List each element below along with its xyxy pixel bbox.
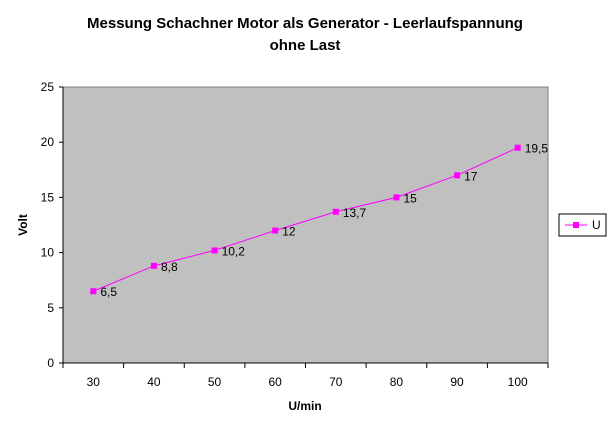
data-point [393, 194, 400, 201]
x-tick-label: 30 [87, 375, 101, 389]
data-point [150, 262, 157, 269]
x-axis: 30 40 50 60 70 80 90 100 [62, 362, 549, 389]
x-tick-label: 50 [208, 375, 222, 389]
data-label: 15 [403, 191, 417, 205]
data-label: 6,5 [100, 285, 117, 299]
y-axis-title: Volt [16, 214, 30, 236]
data-point [514, 144, 521, 151]
chart-title-line-1: Messung Schachner Motor als Generator - … [87, 15, 523, 32]
x-axis-title: U/min [288, 399, 321, 413]
x-tick-label: 80 [390, 375, 404, 389]
x-tick-label: 100 [508, 375, 528, 389]
data-point [90, 288, 97, 295]
data-label: 13,7 [343, 206, 367, 220]
data-point [454, 172, 461, 179]
y-tick-label: 20 [41, 135, 55, 149]
data-label: 8,8 [161, 260, 178, 274]
x-tick-label: 90 [450, 375, 464, 389]
series-line [93, 147, 518, 292]
y-tick-label: 10 [41, 246, 55, 260]
legend-label: U [592, 218, 601, 232]
data-point [211, 247, 218, 254]
legend-marker [573, 222, 579, 228]
data-label: 10,2 [222, 244, 246, 258]
data-label: 17 [464, 169, 478, 183]
y-tick-label: 0 [47, 356, 54, 370]
y-axis: 0 5 10 15 20 25 [41, 80, 64, 370]
data-label: 19,5 [525, 142, 549, 156]
y-tick-label: 15 [41, 190, 55, 204]
data-point [272, 227, 279, 234]
data-point [332, 208, 339, 215]
data-label: 12 [282, 225, 296, 239]
plot-area [62, 86, 549, 364]
y-tick-label: 5 [47, 301, 54, 315]
series-layer: 6,5 8,8 10,2 12 13,7 15 17 19,5 [90, 142, 549, 299]
y-tick-label: 25 [41, 80, 55, 94]
chart-title-line-2: ohne Last [270, 37, 341, 54]
legend: U [558, 213, 607, 237]
x-tick-label: 60 [269, 375, 283, 389]
x-tick-label: 40 [147, 375, 161, 389]
x-tick-label: 70 [329, 375, 343, 389]
